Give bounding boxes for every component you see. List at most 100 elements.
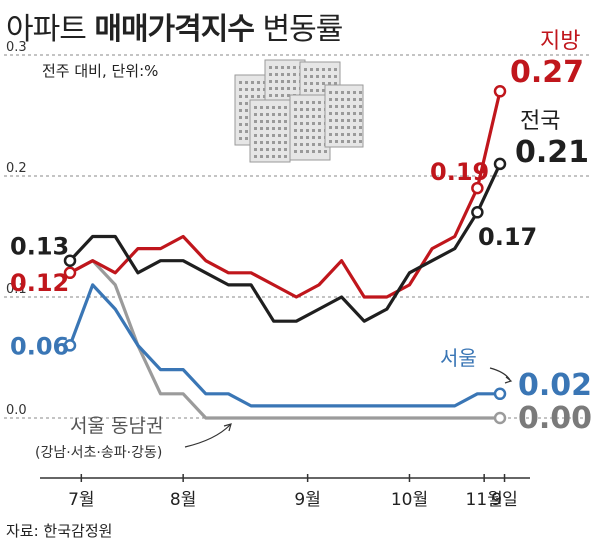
window <box>347 112 350 115</box>
window <box>335 91 338 94</box>
window <box>334 75 337 78</box>
window <box>318 101 321 104</box>
window <box>260 148 263 151</box>
window <box>254 120 257 123</box>
window <box>254 155 257 158</box>
window <box>287 87 290 90</box>
series-name-national: 전국 <box>520 109 560 134</box>
window <box>278 106 281 109</box>
window <box>353 112 356 115</box>
start-label-seoul: 0.06 <box>10 332 69 360</box>
window <box>294 150 297 153</box>
window <box>281 87 284 90</box>
window <box>347 98 350 101</box>
window <box>245 116 248 119</box>
window <box>359 98 362 101</box>
window <box>266 120 269 123</box>
window <box>245 88 248 91</box>
window <box>266 148 269 151</box>
window <box>341 105 344 108</box>
window <box>245 130 248 133</box>
window <box>284 127 287 130</box>
window <box>353 105 356 108</box>
window <box>306 108 309 111</box>
window <box>335 140 338 143</box>
start-label-national: 0.13 <box>10 233 69 261</box>
window <box>359 119 362 122</box>
window <box>347 119 350 122</box>
window <box>284 106 287 109</box>
series-name-seoul: 서울 <box>440 346 477 370</box>
window <box>275 87 278 90</box>
window <box>335 133 338 136</box>
window <box>347 105 350 108</box>
series-name-gangnam: 서울 동남권 <box>70 415 163 437</box>
window <box>275 80 278 83</box>
y-tick-label-0: 0.3 <box>6 40 27 55</box>
end-marker-0-0 <box>471 181 484 195</box>
series-lines <box>68 90 502 420</box>
window <box>300 129 303 132</box>
window <box>318 108 321 111</box>
window <box>300 136 303 139</box>
window <box>284 155 287 158</box>
window <box>254 134 257 137</box>
window <box>245 123 248 126</box>
data-labels: 0.13 0.12 0.06 지방0.27 0.19 전국0.21 0.17 서울 0.020.… <box>10 29 592 461</box>
window <box>245 109 248 112</box>
window <box>278 120 281 123</box>
window <box>322 82 325 85</box>
window <box>341 126 344 129</box>
window <box>359 105 362 108</box>
window <box>269 73 272 76</box>
window <box>306 150 309 153</box>
x-tick-label-5: 9일 <box>491 490 517 510</box>
window <box>300 101 303 104</box>
window <box>245 137 248 140</box>
window <box>239 116 242 119</box>
window <box>294 122 297 125</box>
end-marker-0-1 <box>493 85 507 98</box>
window <box>359 112 362 115</box>
window <box>287 94 290 97</box>
window <box>335 126 338 129</box>
window <box>312 122 315 125</box>
window <box>254 148 257 151</box>
window <box>269 87 272 90</box>
window <box>275 73 278 76</box>
end-label-national-last: 0.21 <box>515 135 589 170</box>
window <box>312 136 315 139</box>
window <box>278 134 281 137</box>
window <box>254 141 257 144</box>
window <box>334 82 337 85</box>
window <box>306 143 309 146</box>
window <box>322 89 325 92</box>
x-tick-label-4: 11월 <box>466 490 503 510</box>
window <box>266 113 269 116</box>
window <box>316 68 319 71</box>
window <box>310 68 313 71</box>
window <box>306 115 309 118</box>
window <box>312 108 315 111</box>
window <box>294 101 297 104</box>
end-label-national-prev: 0.17 <box>478 223 537 251</box>
window <box>359 140 362 143</box>
window <box>239 95 242 98</box>
gangnam-pointer-arrow-icon <box>223 423 232 432</box>
window <box>260 155 263 158</box>
window <box>324 150 327 153</box>
window <box>239 130 242 133</box>
window <box>329 112 332 115</box>
window <box>293 80 296 83</box>
window <box>251 81 254 84</box>
window <box>239 102 242 105</box>
window <box>284 141 287 144</box>
window <box>353 126 356 129</box>
window <box>294 115 297 118</box>
window <box>245 81 248 84</box>
window <box>278 127 281 130</box>
window <box>318 150 321 153</box>
